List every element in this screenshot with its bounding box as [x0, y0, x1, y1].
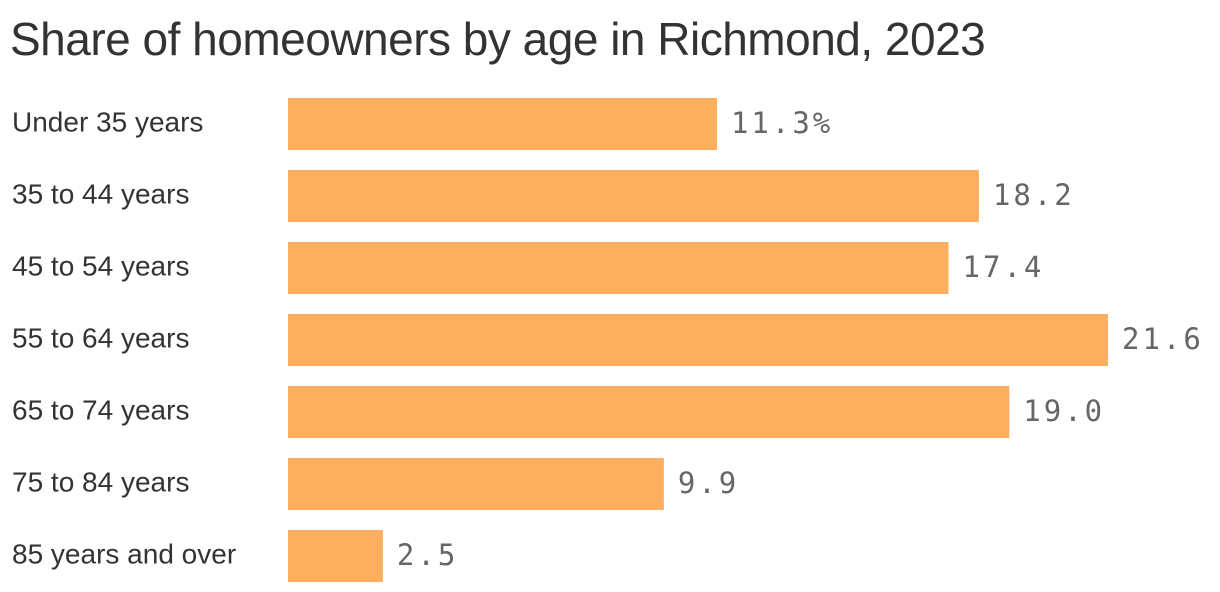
category-label: 35 to 44 years: [12, 178, 189, 209]
bars: [288, 98, 1108, 582]
category-label: 55 to 64 years: [12, 322, 189, 353]
bar: [288, 386, 1010, 438]
chart-title: Share of homeowners by age in Richmond, …: [10, 13, 986, 65]
bar: [288, 242, 949, 294]
category-label: 75 to 84 years: [12, 466, 189, 497]
value-label: 17.4: [963, 250, 1045, 284]
value-label: 19.0: [1023, 394, 1105, 428]
category-label: Under 35 years: [12, 106, 203, 137]
value-label: 2.5: [397, 538, 458, 572]
bar: [288, 458, 664, 510]
category-label: 65 to 74 years: [12, 394, 189, 425]
value-label: 18.2: [993, 178, 1075, 212]
bar: [288, 314, 1108, 366]
category-label: 45 to 54 years: [12, 250, 189, 281]
category-labels: Under 35 years 35 to 44 years 45 to 54 yea…: [12, 106, 236, 569]
bar: [288, 530, 383, 582]
category-label: 85 years and over: [12, 538, 236, 569]
bar: [288, 170, 979, 222]
value-label: 9.9: [678, 466, 739, 500]
value-labels: 11.3% 18.2 17.4 21.6 19.0 9.9 2.5: [397, 106, 1204, 572]
value-label: 21.6: [1122, 322, 1204, 356]
bar: [288, 98, 717, 150]
value-label: 11.3%: [731, 106, 833, 140]
